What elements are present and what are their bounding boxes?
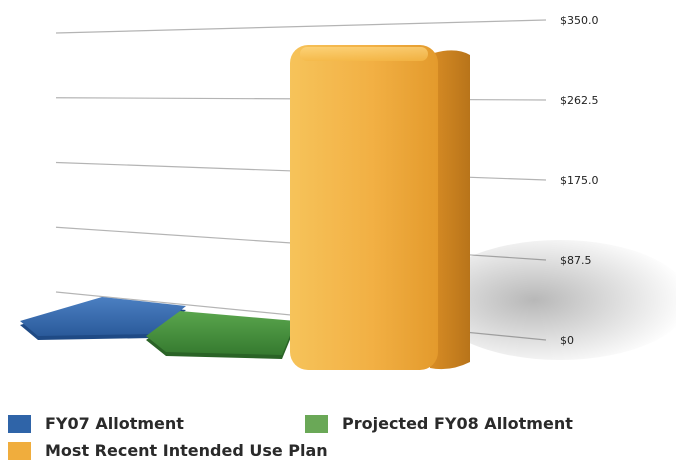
legend-swatch-fy07 bbox=[8, 414, 31, 433]
bar-fy07-top bbox=[20, 297, 186, 336]
legend-swatch-fy08 bbox=[305, 414, 328, 433]
bar-intended-use-plan bbox=[290, 45, 676, 370]
bar-top-highlight bbox=[300, 47, 428, 61]
bar-side bbox=[430, 50, 470, 370]
bar-chart: $0 $87.5 $175.0 $262.5 $350.0 bbox=[20, 14, 676, 370]
bar-fy08-top bbox=[146, 311, 296, 355]
legend-label-fy08: Projected FY08 Allotment bbox=[342, 414, 573, 433]
legend-item-fy07: FY07 Allotment bbox=[8, 414, 184, 433]
y-tick-label: $262.5 bbox=[560, 94, 599, 107]
bar-fy08 bbox=[146, 311, 296, 359]
y-tick-label: $0 bbox=[560, 334, 574, 347]
legend: FY07 Allotment Projected FY08 Allotment … bbox=[0, 380, 676, 462]
gridline bbox=[55, 19, 547, 34]
legend-label-intended-use-plan: Most Recent Intended Use Plan bbox=[45, 441, 328, 460]
legend-label-fy07: FY07 Allotment bbox=[45, 414, 184, 433]
y-tick-label: $87.5 bbox=[560, 254, 592, 267]
y-tick-label: $350.0 bbox=[560, 14, 599, 27]
legend-swatch-intended-use-plan bbox=[8, 441, 31, 460]
bar-shadow bbox=[430, 240, 676, 360]
legend-item-intended-use-plan: Most Recent Intended Use Plan bbox=[8, 441, 328, 460]
y-axis-tick-labels: $0 $87.5 $175.0 $262.5 $350.0 bbox=[560, 14, 599, 347]
legend-item-fy08: Projected FY08 Allotment bbox=[305, 414, 573, 433]
y-tick-label: $175.0 bbox=[560, 174, 599, 187]
bar-front bbox=[290, 45, 438, 370]
bars bbox=[20, 45, 676, 370]
bar-fy07 bbox=[20, 297, 186, 340]
